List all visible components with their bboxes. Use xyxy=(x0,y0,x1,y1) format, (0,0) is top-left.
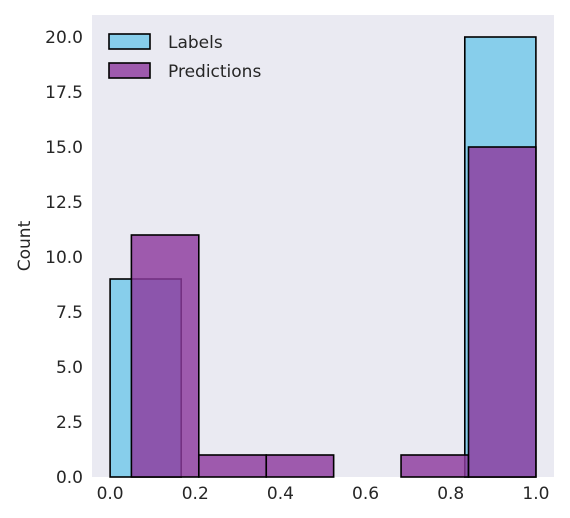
predictions-bar-2 xyxy=(265,454,335,478)
y-tick-label-2: 5.0 xyxy=(56,358,83,378)
legend-swatch-predictions xyxy=(108,62,151,79)
y-tick-label-0: 0.0 xyxy=(56,468,83,488)
x-tick-label-1: 0.2 xyxy=(182,484,209,504)
predictions-bar-0 xyxy=(130,234,200,478)
legend: Labels Predictions xyxy=(108,33,261,82)
predictions-bar-4 xyxy=(400,454,470,478)
legend-label-predictions: Predictions xyxy=(168,62,261,82)
legend-label-labels: Labels xyxy=(168,33,223,53)
y-tick-label-3: 7.5 xyxy=(56,303,83,323)
y-tick-label-4: 10.0 xyxy=(45,248,83,268)
predictions-series xyxy=(130,146,537,478)
x-tick-label-3: 0.6 xyxy=(352,484,379,504)
y-tick-label-6: 15.0 xyxy=(45,138,83,158)
y-tick-label-1: 2.5 xyxy=(56,413,83,433)
y-tick-label-5: 12.5 xyxy=(45,193,83,213)
x-tick-label-0: 0.0 xyxy=(97,484,124,504)
legend-swatch-labels xyxy=(108,33,151,50)
predictions-bar-1 xyxy=(197,454,268,478)
x-axis-ticks: 0.0 0.2 0.4 0.6 0.8 1.0 xyxy=(97,484,550,504)
x-tick-label-5: 1.0 xyxy=(522,484,549,504)
y-tick-label-7: 17.5 xyxy=(45,83,83,103)
x-tick-label-2: 0.4 xyxy=(267,484,294,504)
y-axis-label: Count xyxy=(15,220,35,271)
predictions-bar-5 xyxy=(467,146,537,478)
y-axis-ticks: 0.0 2.5 5.0 7.5 10.0 12.5 15.0 17.5 20.0 xyxy=(45,28,83,488)
x-tick-label-4: 0.8 xyxy=(437,484,464,504)
y-tick-label-8: 20.0 xyxy=(45,28,83,48)
